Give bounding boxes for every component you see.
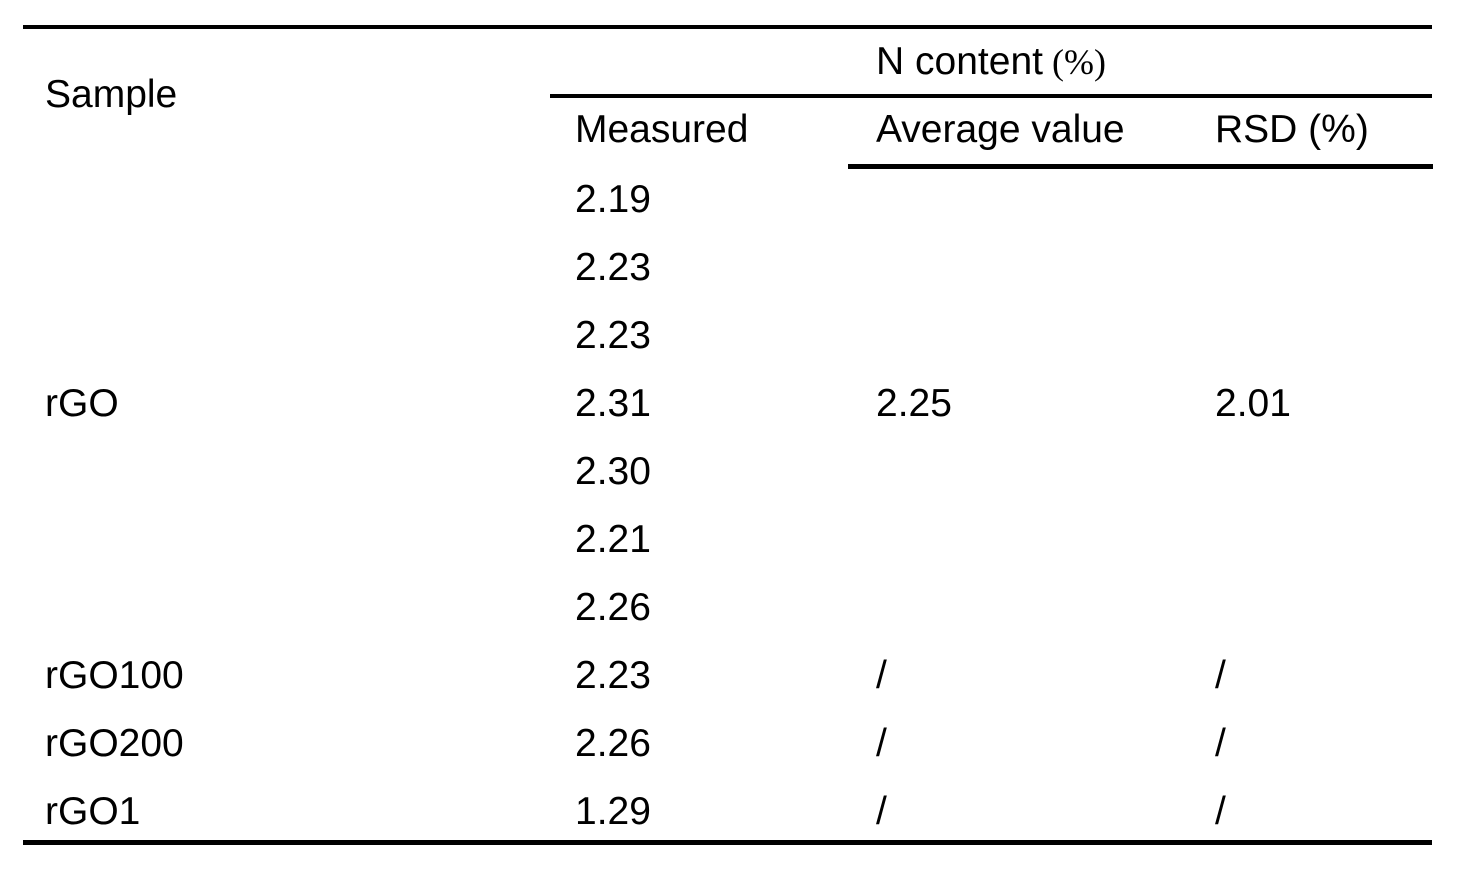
- table-row: rGO100 2.23 / /: [0, 642, 1460, 710]
- measured-column-header: Measured: [575, 108, 749, 151]
- measured-cell: 2.21: [575, 518, 651, 561]
- table-row: 2.21: [0, 506, 1460, 574]
- sample-column-header: Sample: [45, 73, 178, 116]
- subheader-row: Measured Average value RSD (%): [0, 102, 1460, 158]
- measured-cell: 1.29: [575, 790, 651, 833]
- measured-cell: 2.26: [575, 722, 651, 765]
- table-row: 2.26: [0, 574, 1460, 642]
- measured-cell: 2.30: [575, 450, 651, 493]
- measured-cell: 2.23: [575, 314, 651, 357]
- rsd-column-header: RSD (%): [1215, 108, 1369, 151]
- table-row: rGO200 2.26 / /: [0, 710, 1460, 778]
- average-cell: /: [876, 654, 887, 697]
- table-row: 2.19: [0, 166, 1460, 234]
- rsd-cell: /: [1215, 654, 1226, 697]
- measured-cell: 2.19: [575, 178, 651, 221]
- group-header-underline: [550, 94, 1432, 98]
- table-bottom-rule: [23, 840, 1432, 845]
- measured-cell: 2.31: [575, 382, 651, 425]
- table-row: 2.23: [0, 302, 1460, 370]
- sample-cell: rGO: [45, 382, 119, 425]
- rsd-cell: /: [1215, 790, 1226, 833]
- average-cell: 2.25: [876, 382, 952, 425]
- table-row: rGO1 1.29 / /: [0, 778, 1460, 846]
- table-row: 2.23: [0, 234, 1460, 302]
- table-row: rGO 2.31 2.25 2.01: [0, 370, 1460, 438]
- rsd-cell: /: [1215, 722, 1226, 765]
- average-column-header: Average value: [876, 108, 1125, 151]
- table-body: 2.19 2.23 2.23 rGO 2.31 2.25 2.01 2.30: [0, 166, 1460, 846]
- average-cell: /: [876, 722, 887, 765]
- sample-cell: rGO1: [45, 790, 141, 833]
- measured-cell: 2.23: [575, 654, 651, 697]
- rsd-cell: 2.01: [1215, 382, 1291, 425]
- table-row: 2.30: [0, 438, 1460, 506]
- sample-cell: rGO200: [45, 722, 184, 765]
- measured-cell: 2.26: [575, 586, 651, 629]
- group-column-header: N content (%): [550, 34, 1432, 90]
- sample-cell: rGO100: [45, 654, 184, 697]
- group-header-percent: (%): [1051, 42, 1106, 82]
- subheader-underline: [848, 164, 1433, 169]
- measured-cell: 2.23: [575, 246, 651, 289]
- table-top-rule: [23, 25, 1432, 29]
- group-header-text: N content: [876, 40, 1043, 83]
- average-cell: /: [876, 790, 887, 833]
